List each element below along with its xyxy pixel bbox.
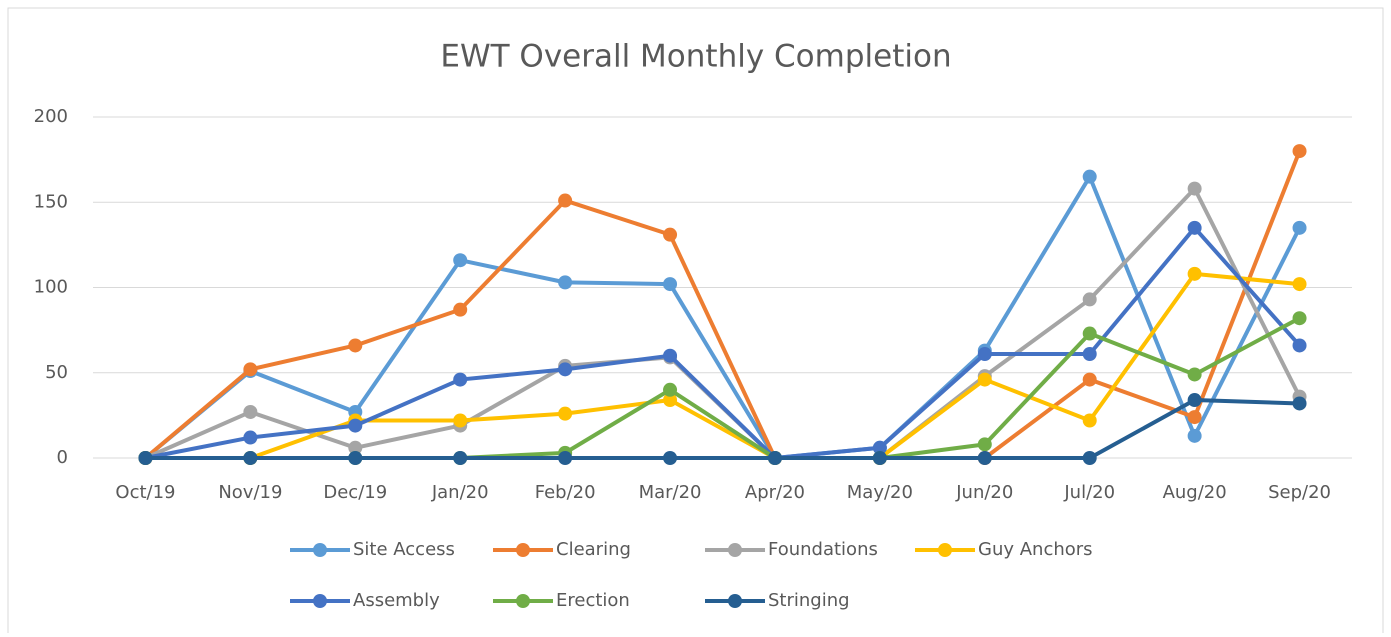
x-tick-label: Jul/20 [1063, 482, 1115, 503]
data-point [1082, 169, 1097, 184]
data-point [1082, 413, 1097, 428]
data-point [558, 406, 573, 421]
x-tick-label: May/20 [847, 482, 913, 503]
series-line [145, 225, 1302, 460]
legend-label: Foundations [768, 539, 878, 560]
data-point [243, 404, 258, 419]
data-point [1187, 181, 1202, 196]
data-point [1292, 144, 1307, 159]
y-tick-label: 50 [45, 362, 68, 383]
legend-label: Erection [556, 590, 630, 611]
legend-marker [313, 543, 327, 557]
chart-title: EWT Overall Monthly Completion [440, 39, 951, 75]
legend-marker [313, 594, 327, 608]
legend-marker [516, 594, 530, 608]
x-tick-label: Feb/20 [535, 482, 596, 503]
data-point [1292, 396, 1307, 411]
data-point [1292, 311, 1307, 326]
data-point [453, 413, 468, 428]
series-line [144, 174, 1302, 460]
data-point [1082, 346, 1097, 361]
data-point [243, 430, 258, 445]
data-point [558, 362, 573, 377]
legend-label: Site Access [353, 539, 455, 560]
data-point [977, 372, 992, 387]
data-point [348, 451, 363, 465]
data-point [1187, 410, 1202, 425]
data-point [872, 451, 887, 465]
data-point [1187, 393, 1202, 408]
x-tick-label: Jan/20 [431, 482, 489, 503]
data-point [1187, 266, 1202, 281]
data-point [1082, 372, 1097, 387]
series-line [145, 398, 1300, 460]
y-tick-label: 0 [57, 447, 68, 468]
data-point [663, 227, 678, 242]
legend-label: Assembly [353, 590, 440, 611]
legend-marker [938, 543, 952, 557]
data-point [1082, 326, 1097, 341]
data-point [663, 348, 678, 363]
data-point [348, 338, 363, 353]
data-point [872, 440, 887, 455]
y-tick-label: 150 [34, 191, 68, 212]
data-point [663, 393, 678, 408]
legend-marker [728, 594, 742, 608]
data-point [1292, 220, 1307, 235]
data-point [1187, 367, 1202, 382]
legend-label: Stringing [768, 590, 850, 611]
data-point [1082, 292, 1097, 307]
legend-marker [516, 543, 530, 557]
data-point [348, 440, 363, 455]
chart-frame [7, 7, 1384, 637]
data-point [1187, 428, 1202, 443]
data-point [453, 302, 468, 317]
x-tick-label: Sep/20 [1268, 482, 1331, 503]
y-tick-label: 200 [34, 106, 68, 127]
legend-label: Guy Anchors [978, 539, 1093, 560]
data-point [663, 451, 678, 465]
data-point [663, 277, 678, 292]
data-point [1187, 220, 1202, 235]
x-tick-label: Jun/20 [955, 482, 1013, 503]
x-tick-label: Mar/20 [639, 482, 702, 503]
x-tick-label: Oct/19 [115, 482, 175, 503]
data-point [558, 193, 573, 208]
x-tick-label: Dec/19 [323, 482, 387, 503]
data-point [558, 275, 573, 290]
series-line [144, 150, 1302, 460]
data-point [977, 451, 992, 465]
x-tick-label: Apr/20 [745, 482, 805, 503]
data-point [243, 451, 258, 465]
x-tick-label: Aug/20 [1163, 482, 1227, 503]
data-point [453, 253, 468, 268]
data-point [558, 451, 573, 465]
data-point [1292, 277, 1307, 292]
legend-marker [728, 543, 742, 557]
data-point [138, 451, 153, 465]
data-point [767, 451, 782, 465]
data-point [977, 346, 992, 361]
data-point [453, 372, 468, 387]
data-point [453, 451, 468, 465]
legend-label: Clearing [556, 539, 631, 560]
y-tick-label: 100 [34, 277, 68, 298]
x-tick-label: Nov/19 [218, 482, 282, 503]
data-point [977, 437, 992, 452]
data-point [348, 418, 363, 433]
data-point [663, 382, 678, 397]
data-point [1082, 451, 1097, 465]
data-point [1292, 338, 1307, 353]
data-point [243, 362, 258, 377]
